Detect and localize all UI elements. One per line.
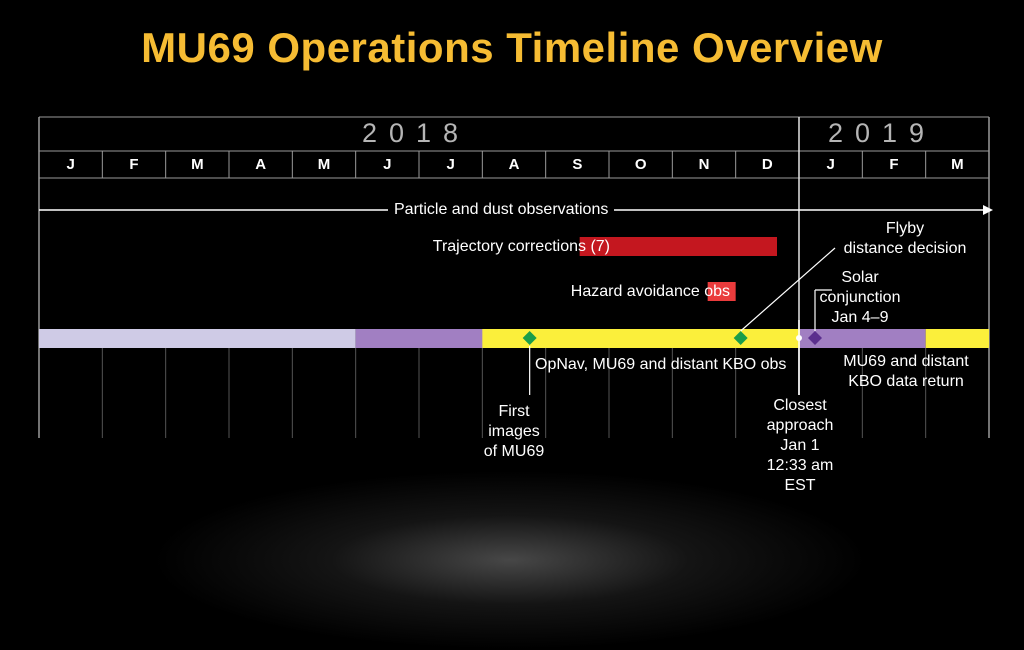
month-label: F: [129, 156, 139, 173]
month-label: F: [889, 156, 899, 173]
first-images-marker: [522, 331, 537, 345]
hazard-avoidance-label: Hazard avoidance obs: [570, 283, 730, 300]
particle-arrowhead: [983, 205, 993, 215]
trajectory-corrections-label: Trajectory corrections (7): [432, 238, 610, 255]
phase-bar-4: [925, 329, 989, 348]
month-label: J: [66, 156, 75, 173]
year-label-2019: 2019: [828, 118, 937, 148]
closest-approach-label: Closest approach Jan 1 12:33 am EST: [750, 396, 850, 496]
flyby-line-1: Flyby: [885, 220, 925, 237]
first-line-2: images: [488, 423, 540, 440]
first-images-label: First images of MU69: [474, 402, 554, 462]
closest-line-1: Closest: [773, 397, 827, 414]
month-label: M: [191, 156, 204, 173]
page-title: MU69 Operations Timeline Overview: [141, 24, 883, 71]
flyby-decision-label: Flyby distance decision: [820, 219, 990, 259]
phase-bar-2: [482, 329, 801, 348]
closest-line-3: Jan 1: [780, 437, 820, 454]
month-label: S: [572, 156, 583, 173]
month-label: M: [317, 156, 331, 173]
month-label: A: [508, 156, 520, 173]
data-return-label: MU69 and distant KBO data return: [826, 352, 986, 392]
flyby-leader: [740, 247, 836, 332]
timeline-chart: 2018 2019 J F M A M J J A S O N D J F M Particle and d…: [38, 116, 993, 496]
closest-line-2: approach: [766, 417, 834, 434]
hazard-bar: [707, 282, 736, 301]
solar-line-1: Solar: [841, 269, 879, 286]
phase-bar-0: [39, 329, 356, 348]
solar-line-3: Jan 4–9: [831, 309, 889, 326]
data-return-line-2: KBO data return: [848, 373, 964, 390]
first-line-1: First: [498, 403, 530, 420]
month-label: O: [634, 156, 647, 173]
data-return-line-1: MU69 and distant: [843, 353, 969, 370]
closest-line-4: 12:33 am: [766, 457, 834, 474]
trajectory-bar: [579, 237, 777, 256]
month-label: J: [446, 156, 455, 173]
closest-line-5: EST: [784, 477, 816, 494]
particle-dust-label: Particle and dust observations: [388, 200, 615, 220]
opnav-label: OpNav, MU69 and distant KBO obs: [535, 356, 787, 373]
solar-conjunction-label: Solar conjunction Jan 4–9: [810, 268, 910, 328]
first-line-3: of MU69: [483, 443, 545, 460]
flyby-line-2: distance decision: [843, 240, 967, 257]
month-label: A: [255, 156, 267, 173]
phase-bar-3: [799, 329, 926, 348]
solar-conjunction-marker: [808, 331, 822, 345]
solar-line-2: conjunction: [819, 289, 901, 306]
flyby-decision-marker: [733, 331, 748, 345]
month-label: J: [383, 156, 392, 173]
year-label-2018: 2018: [362, 118, 471, 148]
month-label: D: [761, 156, 773, 173]
month-label: M: [951, 156, 964, 173]
month-label: N: [698, 156, 710, 173]
month-label: J: [826, 156, 835, 173]
timeline-svg: [38, 116, 993, 438]
